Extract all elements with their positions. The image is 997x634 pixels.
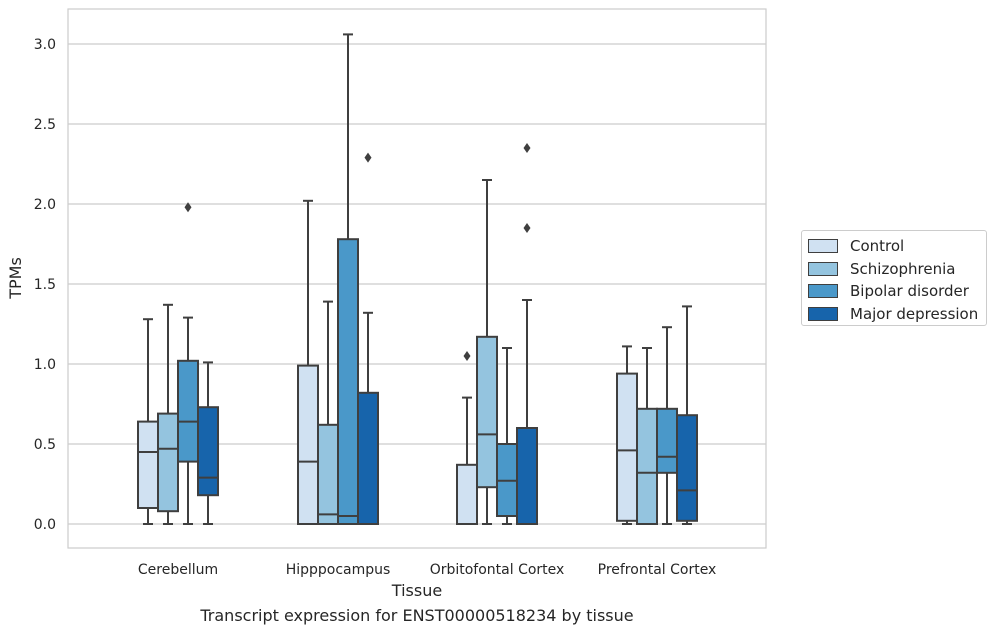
outlier-point — [463, 351, 471, 361]
legend-label: Bipolar disorder — [850, 282, 969, 301]
x-tick-label: Prefrontal Cortex — [598, 562, 717, 578]
box-body — [656, 407, 678, 474]
box-body — [636, 407, 658, 525]
box-body — [616, 372, 638, 522]
box-body — [197, 406, 219, 497]
y-tick-label: 1.0 — [34, 357, 56, 373]
plot-frame — [67, 8, 767, 549]
y-tick-label: 0.5 — [34, 437, 56, 453]
legend: Control Schizophrenia Bipolar disorder M… — [801, 230, 987, 326]
legend-swatch — [808, 261, 838, 276]
x-tick-label: Cerebellum — [138, 562, 218, 578]
box-body — [177, 359, 199, 463]
box-body — [337, 238, 359, 525]
box-orbitofontal-cortex-bipolar-disorder — [496, 347, 518, 525]
box-cerebellum-control — [137, 318, 159, 525]
box-cerebellum-schizophrenia — [157, 303, 179, 525]
legend-swatch — [808, 306, 838, 321]
outlier-point — [364, 152, 372, 163]
x-tick-labels: Cerebellum Hipppocampus Orbitofontal Corte… — [138, 562, 716, 578]
box-body — [317, 423, 339, 525]
outlier-point — [523, 223, 531, 233]
legend-label: Schizophrenia — [850, 259, 956, 278]
box-prefrontal-cortex-major-depression — [676, 305, 698, 525]
y-tick-label: 2.5 — [34, 117, 56, 133]
box-body — [297, 364, 319, 525]
box-prefrontal-cortex-bipolar-disorder — [656, 326, 678, 525]
legend-item-schizophrenia: Schizophrenia — [808, 258, 986, 281]
box-hipppocampus-bipolar-disorder — [337, 33, 359, 525]
y-tick-label: 2.0 — [34, 197, 56, 213]
legend-item-bipolar-disorder: Bipolar disorder — [808, 280, 986, 303]
x-tick-label: Hipppocampus — [286, 562, 391, 578]
y-axis-label: TPMs — [6, 257, 25, 300]
box-orbitofontal-cortex-major-depression — [516, 143, 538, 525]
box-body — [516, 427, 538, 525]
box-body — [676, 414, 698, 522]
box-hipppocampus-schizophrenia — [317, 300, 339, 525]
outlier-point — [184, 202, 192, 213]
y-tick-labels: 0.0 0.5 1.0 1.5 2.0 2.5 3.0 — [34, 37, 56, 533]
box-body — [456, 463, 478, 525]
x-tick-label: Orbitofontal Cortex — [430, 562, 565, 578]
legend-item-control: Control — [808, 235, 986, 258]
box-hipppocampus-major-depression — [357, 152, 379, 525]
legend-swatch — [808, 239, 838, 254]
y-tick-label: 0.0 — [34, 517, 56, 533]
legend-label: Major depression — [850, 304, 979, 323]
legend-swatch — [808, 284, 838, 299]
box-body — [137, 420, 159, 510]
legend-label: Control — [850, 237, 905, 256]
box-hipppocampus-control — [297, 199, 319, 525]
box-prefrontal-cortex-schizophrenia — [636, 347, 658, 525]
box-body — [357, 391, 379, 525]
outlier-point — [523, 143, 531, 153]
box-prefrontal-cortex-control — [616, 345, 638, 525]
box-body — [476, 335, 498, 489]
box-body — [157, 412, 179, 513]
x-axis-label: Tissue — [391, 581, 442, 600]
box-plot-marks — [137, 33, 698, 525]
box-orbitofontal-cortex-control — [456, 351, 478, 525]
box-orbitofontal-cortex-schizophrenia — [476, 179, 498, 525]
y-tick-label: 3.0 — [34, 37, 56, 53]
box-cerebellum-major-depression — [197, 361, 219, 525]
box-cerebellum-bipolar-disorder — [177, 202, 199, 525]
legend-item-major-depression: Major depression — [808, 303, 986, 326]
y-tick-label: 1.5 — [34, 277, 56, 293]
figure-caption: Transcript expression for ENST0000051823… — [200, 606, 634, 625]
